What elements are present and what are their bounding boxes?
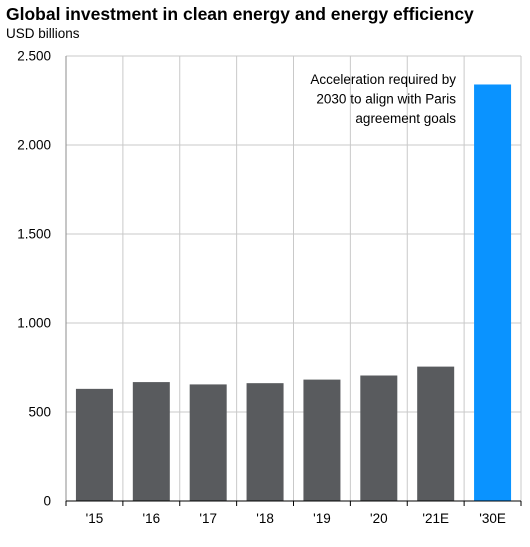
tick-labels: 0 500 1.000 1.500 2.000 2.500 '15 '16 '17 '18 '19 '… [17,49,506,527]
chart-subtitle: USD billions [6,26,80,41]
y-tick-label: 1.000 [17,316,51,331]
x-tick-label: '21E [422,511,449,526]
bar-19 [303,379,341,501]
y-tick-label: 2.500 [17,49,51,64]
x-tick-label: '17 [199,511,217,526]
bar-17 [189,384,227,501]
bar-16 [132,382,170,501]
y-tick-label: 2.000 [17,138,51,153]
y-tick-label: 0 [43,494,51,509]
y-tick-label: 500 [28,405,51,420]
x-tick-label: '18 [256,511,274,526]
chart-annotation: Acceleration required by 2030 to align wi… [310,72,456,126]
bar-21E [417,366,455,501]
bar-20 [360,375,398,501]
bar-18 [246,383,284,501]
y-tick-label: 1.500 [17,227,51,242]
annotation-line: Acceleration required by [310,72,456,87]
annotation-line: agreement goals [355,111,456,126]
bars [75,84,512,501]
bar-30E [474,84,512,501]
x-tick-label: '19 [313,511,331,526]
axes [65,56,522,506]
gridlines [66,55,522,501]
chart-title: Global investment in clean energy and en… [6,4,474,24]
bar-15 [75,388,113,501]
x-tick-label: '16 [143,511,161,526]
annotation-line: 2030 to align with Paris [316,92,456,107]
x-tick-label: '20 [370,511,388,526]
x-tick-label: '30E [479,511,506,526]
x-tick-label: '15 [86,511,104,526]
